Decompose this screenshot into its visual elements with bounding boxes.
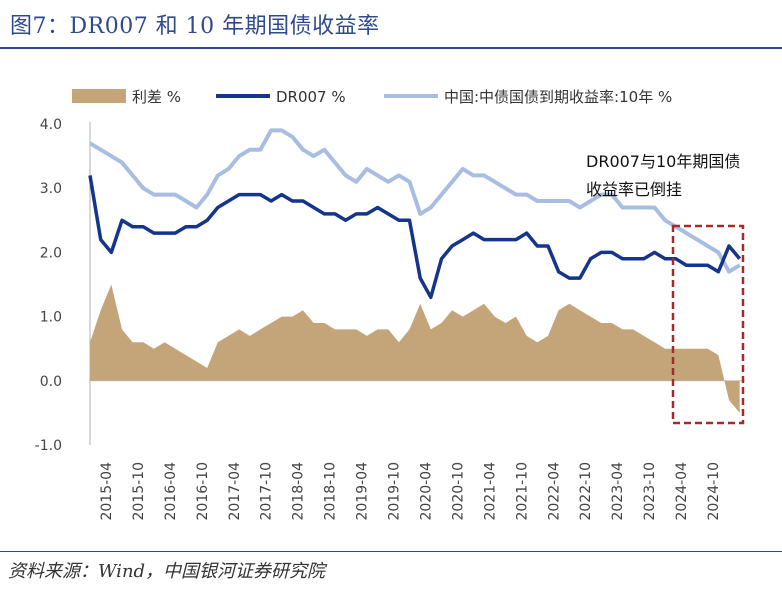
x-tick-label: 2019-10 bbox=[387, 462, 403, 521]
x-tick-label: 2018-04 bbox=[291, 462, 307, 521]
figure-title: 图7：DR007 和 10 年期国债收益率 bbox=[10, 14, 380, 39]
y-tick-label: 0.0 bbox=[40, 374, 62, 390]
x-tick-label: 2022-04 bbox=[546, 462, 562, 521]
x-tick-label: 2024-10 bbox=[706, 462, 722, 521]
x-tick-label: 2016-04 bbox=[163, 462, 179, 521]
x-tick-label: 2015-10 bbox=[131, 462, 147, 521]
y-axis: 4.0 3.0 2.0 1.0 0.0 -1.0 bbox=[35, 117, 91, 454]
spread-area bbox=[90, 284, 740, 413]
source-divider bbox=[0, 551, 782, 552]
dr007-line bbox=[88, 175, 742, 300]
inversion-highlight-box bbox=[671, 224, 745, 425]
inversion-annotation: DR007与10年期国债收益率已倒挂 bbox=[586, 152, 741, 199]
legend: 利差 % DR007 % 中国:中债国债到期收益率:10年 % bbox=[72, 88, 672, 106]
x-tick-label: 2020-10 bbox=[450, 462, 466, 521]
x-tick-label: 2019-04 bbox=[355, 462, 371, 521]
cgb10y-line bbox=[88, 128, 741, 274]
plot-area bbox=[88, 128, 742, 413]
x-tick-label: 2017-10 bbox=[259, 462, 275, 521]
chart: 利差 % DR007 % 中国:中债国债到期收益率:10年 % 4.0 3.0 2.… bbox=[35, 88, 745, 521]
y-tick-label: 3.0 bbox=[40, 181, 62, 197]
source-note: 资料来源：Wind，中国银河证券研究院 bbox=[8, 561, 326, 582]
x-tick-label: 2015-04 bbox=[99, 462, 115, 521]
y-tick-label: -1.0 bbox=[35, 438, 62, 454]
x-tick-label: 2017-04 bbox=[227, 462, 243, 521]
x-tick-label: 2020-04 bbox=[418, 462, 434, 521]
x-tick-label: 2018-10 bbox=[323, 462, 339, 521]
x-tick-label: 2021-04 bbox=[482, 462, 498, 521]
y-tick-label: 2.0 bbox=[40, 245, 62, 261]
x-tick-label: 2023-04 bbox=[610, 462, 626, 521]
legend-label-dr007: DR007 % bbox=[276, 88, 346, 106]
x-tick-label: 2024-04 bbox=[674, 462, 690, 521]
x-axis: 2015-04 2015-10 2016-04 2016-10 2017-04 2017-… bbox=[90, 380, 745, 521]
x-tick-label: 2021-10 bbox=[514, 462, 530, 521]
y-tick-label: 1.0 bbox=[40, 310, 62, 326]
legend-label-spread: 利差 % bbox=[132, 88, 181, 106]
legend-label-cgb10y: 中国:中债国债到期收益率:10年 % bbox=[444, 88, 672, 106]
x-tick-label: 2023-10 bbox=[642, 462, 658, 521]
legend-swatch-spread bbox=[72, 89, 126, 103]
x-tick-label: 2016-10 bbox=[195, 462, 211, 521]
y-tick-label: 4.0 bbox=[40, 117, 62, 133]
title-divider bbox=[0, 47, 782, 49]
x-tick-label: 2022-10 bbox=[578, 462, 594, 521]
